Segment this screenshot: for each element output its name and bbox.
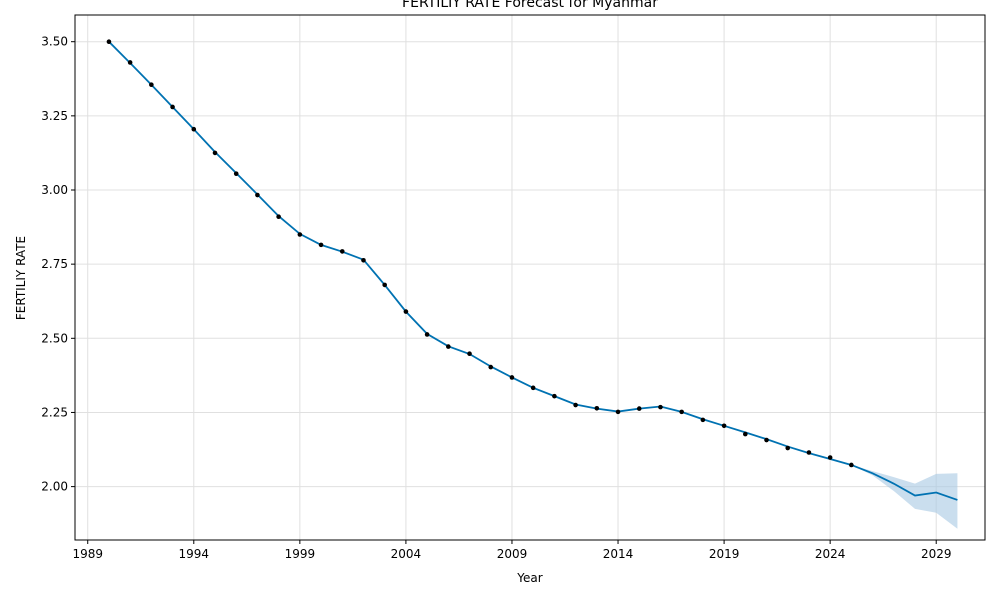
actual-data-point xyxy=(446,344,451,349)
actual-data-point xyxy=(467,351,472,357)
actual-data-point xyxy=(361,257,366,263)
x-tick-label: 1989 xyxy=(72,547,103,561)
y-tick-label: 3.50 xyxy=(41,35,68,49)
actual-data-point xyxy=(743,431,748,437)
actual-data-point xyxy=(212,150,218,156)
actual-data-point xyxy=(339,249,345,254)
actual-data-point xyxy=(573,402,578,408)
actual-data-point xyxy=(233,171,239,176)
y-tick-label: 2.75 xyxy=(41,257,68,271)
actual-data-point xyxy=(658,404,663,410)
actual-data-point xyxy=(615,409,621,415)
chart-title: FERTILIY RATE Forecast for Myanmar xyxy=(402,0,658,11)
actual-data-point xyxy=(191,126,197,132)
actual-data-point xyxy=(827,455,833,460)
actual-data-point xyxy=(509,375,515,380)
y-tick-label: 2.50 xyxy=(41,331,68,345)
actual-points-layer xyxy=(106,39,854,468)
y-tick-label: 3.00 xyxy=(41,183,68,197)
actual-data-point xyxy=(382,282,387,288)
y-tick-label: 2.25 xyxy=(41,405,68,419)
actual-data-point xyxy=(170,104,175,110)
actual-data-point xyxy=(721,423,727,429)
actual-data-point xyxy=(764,437,769,443)
actual-data-point xyxy=(636,406,642,411)
x-tick-label: 1999 xyxy=(285,547,316,561)
x-tick-label: 2029 xyxy=(921,547,952,561)
actual-data-point xyxy=(255,192,260,198)
actual-data-point xyxy=(806,450,812,455)
actual-data-point xyxy=(276,214,281,219)
y-axis-label: FERTILIY RATE xyxy=(14,236,28,320)
actual-data-point xyxy=(530,385,536,391)
actual-data-point xyxy=(149,82,154,88)
actual-data-point xyxy=(785,445,791,451)
actual-data-point xyxy=(700,417,706,423)
actual-data-point xyxy=(594,406,600,411)
x-tick-label: 2019 xyxy=(709,547,740,561)
y-axis-ticks: 2.00 2.25 2.50 2.75 3.00 3.25 3.50 xyxy=(41,35,75,494)
actual-data-point xyxy=(403,309,409,314)
y-tick-label: 3.25 xyxy=(41,109,68,123)
grid xyxy=(75,15,985,540)
actual-data-point xyxy=(424,332,430,337)
actual-data-point xyxy=(297,232,303,237)
actual-data-point xyxy=(552,393,557,399)
x-tick-label: 1994 xyxy=(179,547,210,561)
actual-data-point xyxy=(488,364,494,370)
actual-data-point xyxy=(679,409,684,415)
x-tick-label: 2024 xyxy=(815,547,846,561)
x-tick-label: 2009 xyxy=(497,547,528,561)
actual-data-point xyxy=(318,242,324,248)
x-axis-ticks: 1989 1994 1999 2004 2009 2014 2019 2024 2029 xyxy=(72,540,951,561)
y-tick-label: 2.00 xyxy=(41,480,68,494)
x-tick-label: 2014 xyxy=(603,547,634,561)
plot-frame xyxy=(74,14,986,541)
actual-data-point xyxy=(106,39,112,44)
x-tick-label: 2004 xyxy=(391,547,422,561)
actual-data-point xyxy=(849,462,854,468)
x-axis-label: Year xyxy=(516,571,542,585)
actual-data-point xyxy=(127,60,133,65)
